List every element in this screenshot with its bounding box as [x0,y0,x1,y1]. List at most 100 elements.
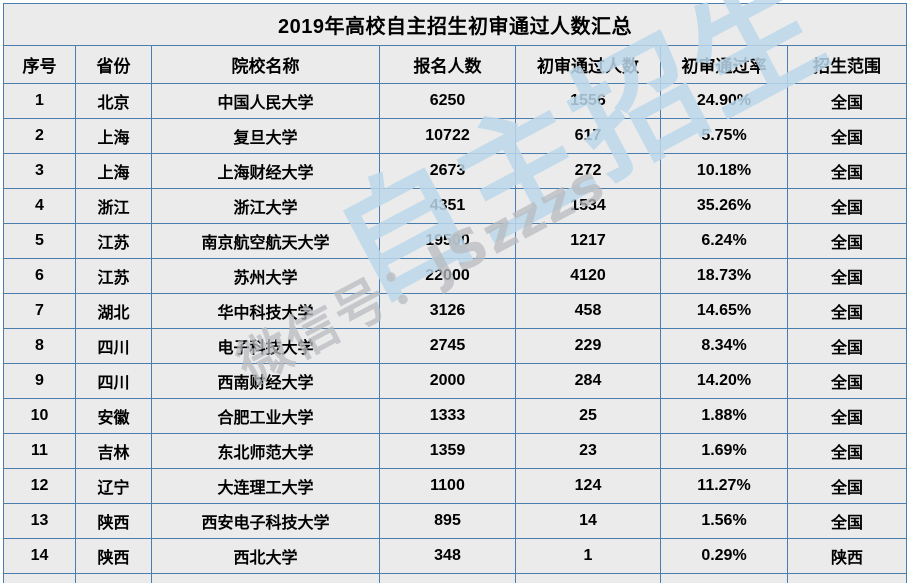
cell-school-name[interactable]: 复旦大学 [151,118,380,154]
cell-province[interactable]: 吉林 [75,433,152,469]
cell-pass-rate[interactable]: 11.27% [660,468,788,504]
cell-province[interactable]: 江苏 [75,223,152,259]
cell-passed-count[interactable]: 11 [515,573,661,583]
cell-school-name[interactable]: 电子科技大学 [151,328,380,364]
cell-pass-rate[interactable]: 1.56% [660,503,788,539]
cell-province[interactable]: 四川 [75,328,152,364]
cell-applicant-count[interactable]: 10722 [379,118,516,154]
cell-applicant-count[interactable]: 2745 [379,328,516,364]
table-row[interactable]: 8 四川 电子科技大学 2745 229 8.34% 全国 [3,328,908,364]
cell-school-name[interactable]: 中国人民大学 [151,83,380,119]
table-row[interactable]: 1 北京 中国人民大学 6250 1556 24.90% 全国 [3,83,908,119]
cell-school-name[interactable]: 合肥工业大学 [151,398,380,434]
cell-passed-count[interactable]: 25 [515,398,661,434]
cell-row-number[interactable]: 1 [3,83,76,119]
table-row[interactable]: 2 上海 复旦大学 10722 617 5.75% 全国 [3,118,908,154]
cell-applicant-count[interactable]: 2673 [379,153,516,189]
cell-admission-scope[interactable]: 全国 [786,328,908,364]
table-row[interactable]: 15福建福州大学300113.67%福建 [3,573,908,583]
cell-pass-rate[interactable]: 0.29% [660,538,788,574]
cell-passed-count[interactable]: 284 [515,363,661,399]
cell-passed-count[interactable]: 14 [515,503,661,539]
cell-school-name[interactable]: 西北大学 [151,538,380,574]
cell-pass-rate[interactable]: 6.24% [660,223,788,259]
cell-province[interactable]: 安徽 [75,398,152,434]
cell-applicant-count[interactable]: 22000 [379,258,516,294]
cell-passed-count[interactable]: 272 [515,153,661,189]
table-row[interactable]: 9 四川 西南财经大学 2000 284 14.20% 全国 [3,363,908,399]
cell-row-number[interactable]: 10 [3,398,76,434]
cell-pass-rate[interactable]: 10.18% [660,153,788,189]
cell-admission-scope[interactable]: 全国 [786,433,908,469]
cell-row-number[interactable]: 3 [3,153,76,189]
cell-admission-scope[interactable]: 陕西 [786,538,908,574]
cell-row-number[interactable]: 8 [3,328,76,364]
cell-admission-scope[interactable]: 全国 [786,153,908,189]
cell-row-number[interactable]: 2 [3,118,76,154]
table-row[interactable]: 6 江苏 苏州大学 22000 4120 18.73% 全国 [3,258,908,294]
cell-row-number[interactable]: 9 [3,363,76,399]
cell-passed-count[interactable]: 229 [515,328,661,364]
cell-province[interactable]: 陕西 [75,538,152,574]
cell-applicant-count[interactable]: 1100 [379,468,516,504]
cell-province[interactable]: 上海 [75,118,152,154]
cell-province[interactable]: 陕西 [75,503,152,539]
cell-applicant-count[interactable]: 2000 [379,363,516,399]
cell-applicant-count[interactable]: 3126 [379,293,516,329]
cell-province[interactable]: 辽宁 [75,468,152,504]
cell-province[interactable]: 上海 [75,153,152,189]
table-row[interactable]: 4 浙江 浙江大学 4351 1534 35.26% 全国 [3,188,908,224]
cell-applicant-count[interactable]: 4351 [379,188,516,224]
cell-passed-count[interactable]: 617 [515,118,661,154]
cell-row-number[interactable]: 6 [3,258,76,294]
cell-pass-rate[interactable]: 14.20% [660,363,788,399]
cell-school-name[interactable]: 西南财经大学 [151,363,380,399]
cell-school-name[interactable]: 苏州大学 [151,258,380,294]
cell-row-number[interactable]: 11 [3,433,76,469]
cell-admission-scope[interactable]: 全国 [786,363,908,399]
table-row[interactable]: 5 江苏 南京航空航天大学 19500 1217 6.24% 全国 [3,223,908,259]
cell-admission-scope[interactable]: 福建 [786,573,908,583]
cell-passed-count[interactable]: 458 [515,293,661,329]
cell-school-name[interactable]: 东北师范大学 [151,433,380,469]
cell-province[interactable]: 湖北 [75,293,152,329]
cell-school-name[interactable]: 浙江大学 [151,188,380,224]
table-row[interactable]: 12 辽宁 大连理工大学 1100 124 11.27% 全国 [3,468,908,504]
cell-applicant-count[interactable]: 1359 [379,433,516,469]
cell-school-name[interactable]: 大连理工大学 [151,468,380,504]
cell-passed-count-selected[interactable]: 4120 [515,258,661,294]
cell-row-number[interactable]: 14 [3,538,76,574]
table-row[interactable]: 11 吉林 东北师范大学 1359 23 1.69% 全国 [3,433,908,469]
table-row[interactable]: 7 湖北 华中科技大学 3126 458 14.65% 全国 [3,293,908,329]
cell-province[interactable]: 江苏 [75,258,152,294]
cell-passed-count[interactable]: 1217 [515,223,661,259]
table-row[interactable]: 14 陕西 西北大学 348 1 0.29% 陕西 [3,538,908,574]
cell-passed-count[interactable]: 1534 [515,188,661,224]
cell-pass-rate[interactable]: 18.73% [660,258,788,294]
cell-applicant-count[interactable]: 348 [379,538,516,574]
cell-pass-rate[interactable]: 8.34% [660,328,788,364]
cell-school-name[interactable]: 南京航空航天大学 [151,223,380,259]
cell-applicant-count[interactable]: 19500 [379,223,516,259]
cell-row-number[interactable]: 5 [3,223,76,259]
cell-row-number[interactable]: 7 [3,293,76,329]
cell-admission-scope[interactable]: 全国 [786,503,908,539]
cell-admission-scope[interactable]: 全国 [786,188,908,224]
table-row[interactable]: 3 上海 上海财经大学 2673 272 10.18% 全国 [3,153,908,189]
cell-row-number[interactable]: 4 [3,188,76,224]
table-row[interactable]: 13 陕西 西安电子科技大学 895 14 1.56% 全国 [3,503,908,539]
cell-province[interactable]: 北京 [75,83,152,119]
cell-pass-rate[interactable]: 3.67% [660,573,788,583]
cell-pass-rate[interactable]: 1.69% [660,433,788,469]
cell-school-name[interactable]: 福州大学 [151,573,380,583]
cell-applicant-count[interactable]: 300 [379,573,516,583]
cell-admission-scope[interactable]: 全国 [786,83,908,119]
cell-pass-rate[interactable]: 1.88% [660,398,788,434]
table-row[interactable]: 10 安徽 合肥工业大学 1333 25 1.88% 全国 [3,398,908,434]
cell-school-name[interactable]: 华中科技大学 [151,293,380,329]
cell-admission-scope[interactable]: 全国 [786,258,908,294]
cell-passed-count[interactable]: 1556 [515,83,661,119]
cell-admission-scope[interactable]: 全国 [786,118,908,154]
cell-admission-scope[interactable]: 全国 [786,398,908,434]
cell-row-number[interactable]: 15 [3,573,76,583]
